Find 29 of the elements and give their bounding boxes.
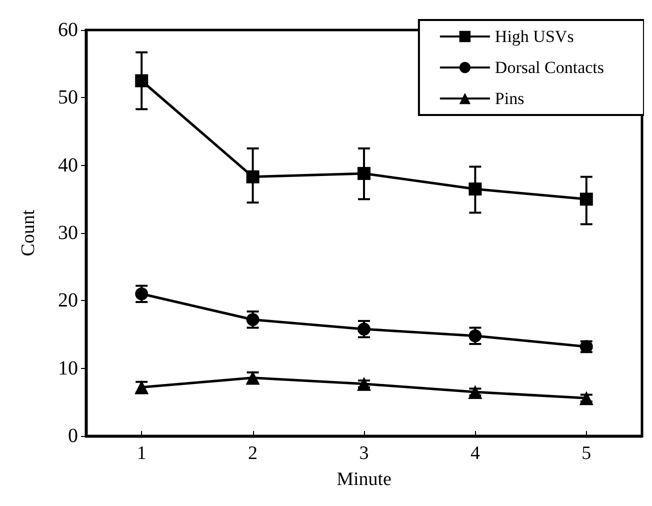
point xyxy=(357,376,371,391)
x-tick-label: 2 xyxy=(248,443,258,464)
point xyxy=(358,322,370,336)
x-tick-label: 4 xyxy=(470,443,480,464)
point xyxy=(135,287,148,300)
legend-label: Dorsal Contacts xyxy=(494,58,604,77)
point xyxy=(468,329,482,342)
y-tick-label: 30 xyxy=(58,222,78,244)
x-tick-label: 5 xyxy=(582,443,592,464)
y-tick-label: 10 xyxy=(58,357,78,380)
point xyxy=(246,313,260,326)
point xyxy=(246,170,260,184)
point xyxy=(135,74,148,88)
point xyxy=(358,166,370,180)
point xyxy=(468,385,482,400)
y-tick-label: 40 xyxy=(58,154,78,176)
x-axis-title: Minute xyxy=(336,469,392,490)
legend-label: High USVs xyxy=(494,27,574,46)
y-tick-label: 50 xyxy=(58,86,78,109)
x-tick-label: 1 xyxy=(136,443,146,464)
x-tick-label: 3 xyxy=(359,443,369,464)
y-tick-label: 20 xyxy=(58,290,78,312)
legend-label: Pins xyxy=(494,89,524,108)
point xyxy=(580,192,593,206)
point xyxy=(468,182,482,196)
y-tick-label: 60 xyxy=(58,19,78,41)
y-axis-title: Count xyxy=(18,209,39,256)
y-tick-label: 0 xyxy=(68,425,78,447)
point xyxy=(579,391,594,406)
